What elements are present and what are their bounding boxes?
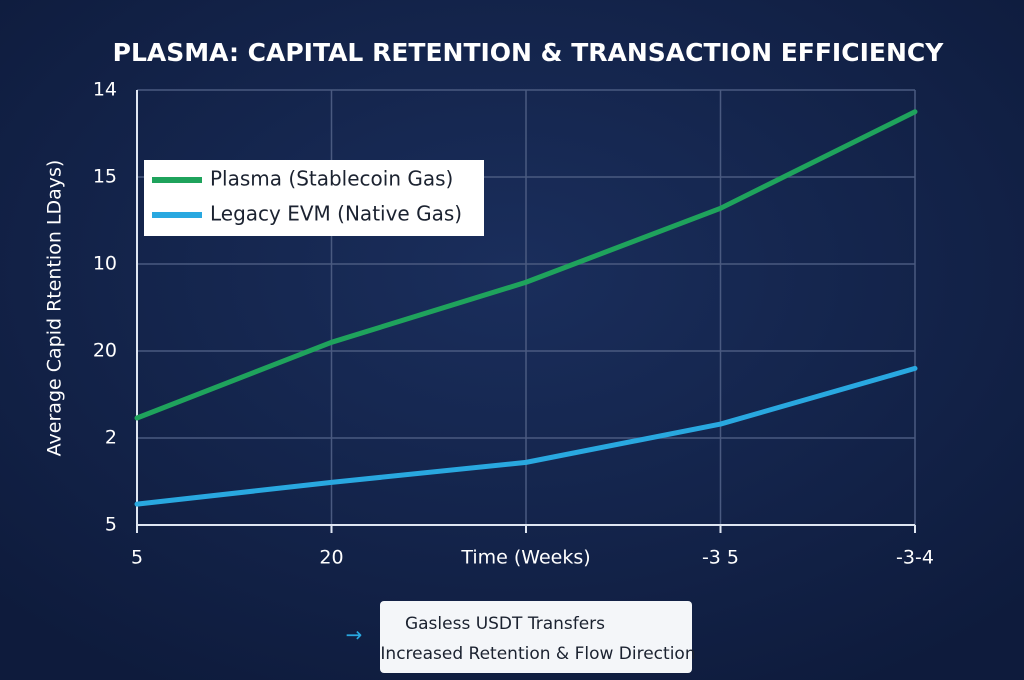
annotation-text: Gasless USDT Transfers <box>405 614 605 634</box>
x-tick-label: -3-4 <box>896 547 934 569</box>
series-line <box>134 109 918 421</box>
x-tick-label: -3 5 <box>702 547 739 569</box>
legend: Plasma (Stablecoin Gas) Legacy EVM (Nativ… <box>144 160 484 236</box>
y-axis-label: Average Capid Rtention LDays) <box>44 160 66 457</box>
y-tick-label: 14 <box>93 79 117 101</box>
y-tick-label: 10 <box>93 253 117 275</box>
legend-box <box>144 160 484 236</box>
x-axis-label: Time (Weeks) <box>460 547 590 569</box>
annotation-arrow: → <box>346 623 363 647</box>
annotation-box <box>380 601 692 673</box>
legend-label: Legacy EVM (Native Gas) <box>210 202 462 226</box>
y-tick-label: 2 <box>105 427 117 449</box>
y-tick-label: 20 <box>93 340 117 362</box>
y-tick-label: 15 <box>93 166 117 188</box>
x-tick-label: 5 <box>131 547 143 569</box>
legend-label: Plasma (Stablecoin Gas) <box>210 167 453 191</box>
chart-title: PLASMA: CAPITAL RETENTION & TRANSACTION … <box>113 38 945 67</box>
annotation-text: Increased Retention & Flow Direction <box>380 644 695 664</box>
series-line <box>134 365 918 507</box>
x-tick-label: 20 <box>319 547 343 569</box>
y-tick-label: 5 <box>105 514 117 536</box>
